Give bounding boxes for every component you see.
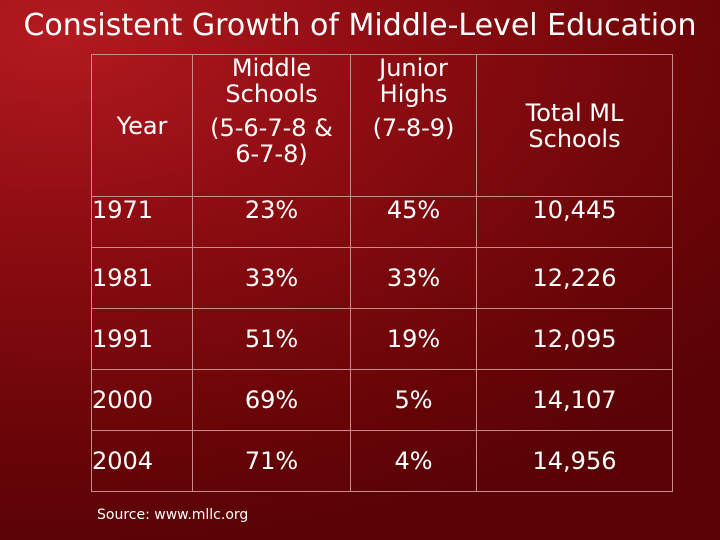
cell-junior-highs: 45% — [350, 196, 477, 248]
header-middle-line3: (5-6-7-8 & — [210, 114, 333, 142]
header-year-label: Year — [116, 111, 168, 140]
header-total-line1: Total ML — [525, 98, 624, 127]
table-row: 2004 71% 4% 14,956 — [91, 430, 673, 492]
cell-middle-schools: 51% — [192, 308, 351, 370]
cell-year: 1971 — [91, 196, 193, 248]
cell-junior-highs: 4% — [350, 430, 477, 492]
header-middle-line1: Middle — [231, 54, 312, 82]
cell-year: 1981 — [91, 247, 193, 309]
slide-title: Consistent Growth of Middle-Level Educat… — [23, 8, 697, 43]
cell-middle-schools: 33% — [192, 247, 351, 309]
cell-year: 2004 — [91, 430, 193, 492]
source-citation: Source: www.mllc.org — [97, 507, 249, 523]
header-junior-line3: (7-8-9) — [372, 114, 455, 142]
table-row: 1971 23% 45% 10,445 — [91, 196, 673, 248]
education-table: Year Middle Schools (5-6-7-8 & 6-7-8) Ju… — [91, 54, 673, 492]
header-junior-highs: Junior Highs (7-8-9) — [350, 54, 477, 197]
header-junior-line1: Junior — [379, 54, 448, 82]
table-row: 1991 51% 19% 12,095 — [91, 308, 673, 370]
cell-middle-schools: 71% — [192, 430, 351, 492]
cell-total: 14,956 — [476, 430, 673, 492]
header-total-line2: Schools — [528, 124, 621, 153]
header-year: Year — [91, 54, 193, 197]
cell-junior-highs: 33% — [350, 247, 477, 309]
cell-middle-schools: 69% — [192, 369, 351, 431]
cell-total: 12,226 — [476, 247, 673, 309]
cell-total: 12,095 — [476, 308, 673, 370]
cell-total: 14,107 — [476, 369, 673, 431]
cell-year: 2000 — [91, 369, 193, 431]
header-junior-line2: Highs — [379, 80, 448, 108]
cell-middle-schools: 23% — [192, 196, 351, 248]
cell-year: 1991 — [91, 308, 193, 370]
table-header-row: Year Middle Schools (5-6-7-8 & 6-7-8) Ju… — [91, 54, 673, 197]
table-row: 2000 69% 5% 14,107 — [91, 369, 673, 431]
header-middle-line4: 6-7-8) — [235, 140, 308, 168]
cell-junior-highs: 19% — [350, 308, 477, 370]
table-row: 1981 33% 33% 12,226 — [91, 247, 673, 309]
header-middle-schools: Middle Schools (5-6-7-8 & 6-7-8) — [192, 54, 351, 197]
header-total-ml-schools: Total ML Schools — [476, 54, 673, 197]
header-middle-line2: Schools — [225, 80, 318, 108]
cell-total: 10,445 — [476, 196, 673, 248]
cell-junior-highs: 5% — [350, 369, 477, 431]
